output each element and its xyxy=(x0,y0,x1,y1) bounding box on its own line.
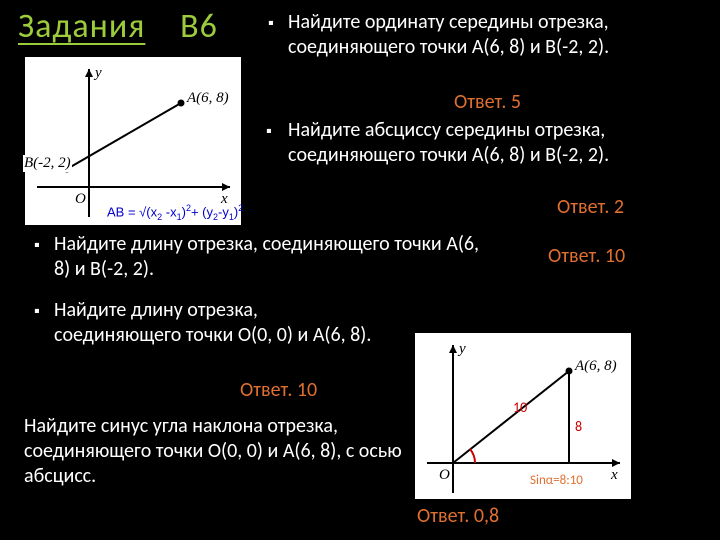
title-word-1: Задания xyxy=(18,6,145,47)
title-space xyxy=(154,6,171,47)
task-1: Найдите ординату середины отрезка, соеди… xyxy=(288,10,708,60)
task-5: Найдите синус угла наклона отрезка, соед… xyxy=(24,414,404,489)
page-title: Задания В6 xyxy=(18,6,218,47)
diagram2-vert: 8 xyxy=(575,418,582,435)
diagram-1-svg xyxy=(25,57,243,227)
bullet-icon-4: ▪ xyxy=(34,302,40,321)
title-word-2: В6 xyxy=(180,6,218,47)
bullet-icon-1: ▪ xyxy=(268,14,274,33)
answer-1: Ответ. 5 xyxy=(454,90,521,114)
diagram-1: A(6, 8) B(-2, 2) O x y AB = √(x2 -x1)2+ … xyxy=(24,56,242,226)
bullet-icon-3: ▪ xyxy=(34,236,40,255)
answer-4: Ответ. 10 xyxy=(240,378,317,402)
diagram2-label-x: x xyxy=(611,467,618,484)
diagram1-label-B: B(-2, 2) xyxy=(23,155,72,172)
diagram1-label-A: A(6, 8) xyxy=(187,90,229,107)
bullet-icon-2: ▪ xyxy=(266,122,272,141)
task-2: Найдите абсциссу середины отрезка, соеди… xyxy=(288,118,708,168)
answer-3: Ответ. 10 xyxy=(548,244,625,268)
distance-formula: AB = √(x2 -x1)2+ (y2-y1)2 xyxy=(107,203,243,222)
diagram2-label-y: y xyxy=(459,341,466,358)
diagram-2: A(6, 8) O x y 10 8 Sinα=8:10 xyxy=(414,332,632,500)
diagram2-label-A: A(6, 8) xyxy=(575,358,617,375)
diagram2-sine: Sinα=8:10 xyxy=(530,473,583,488)
diagram1-label-O: O xyxy=(75,191,86,208)
diagram1-label-y: y xyxy=(95,65,102,82)
diagram2-hyp: 10 xyxy=(513,399,527,416)
diagram2-label-O: O xyxy=(439,467,450,484)
task-3: Найдите длину отрезка, соединяющего точк… xyxy=(54,232,494,282)
task-4: Найдите длину отрезка, соединяющего точк… xyxy=(54,298,384,348)
answer-5: Ответ. 0,8 xyxy=(417,504,499,528)
answer-2: Ответ. 2 xyxy=(557,195,624,219)
